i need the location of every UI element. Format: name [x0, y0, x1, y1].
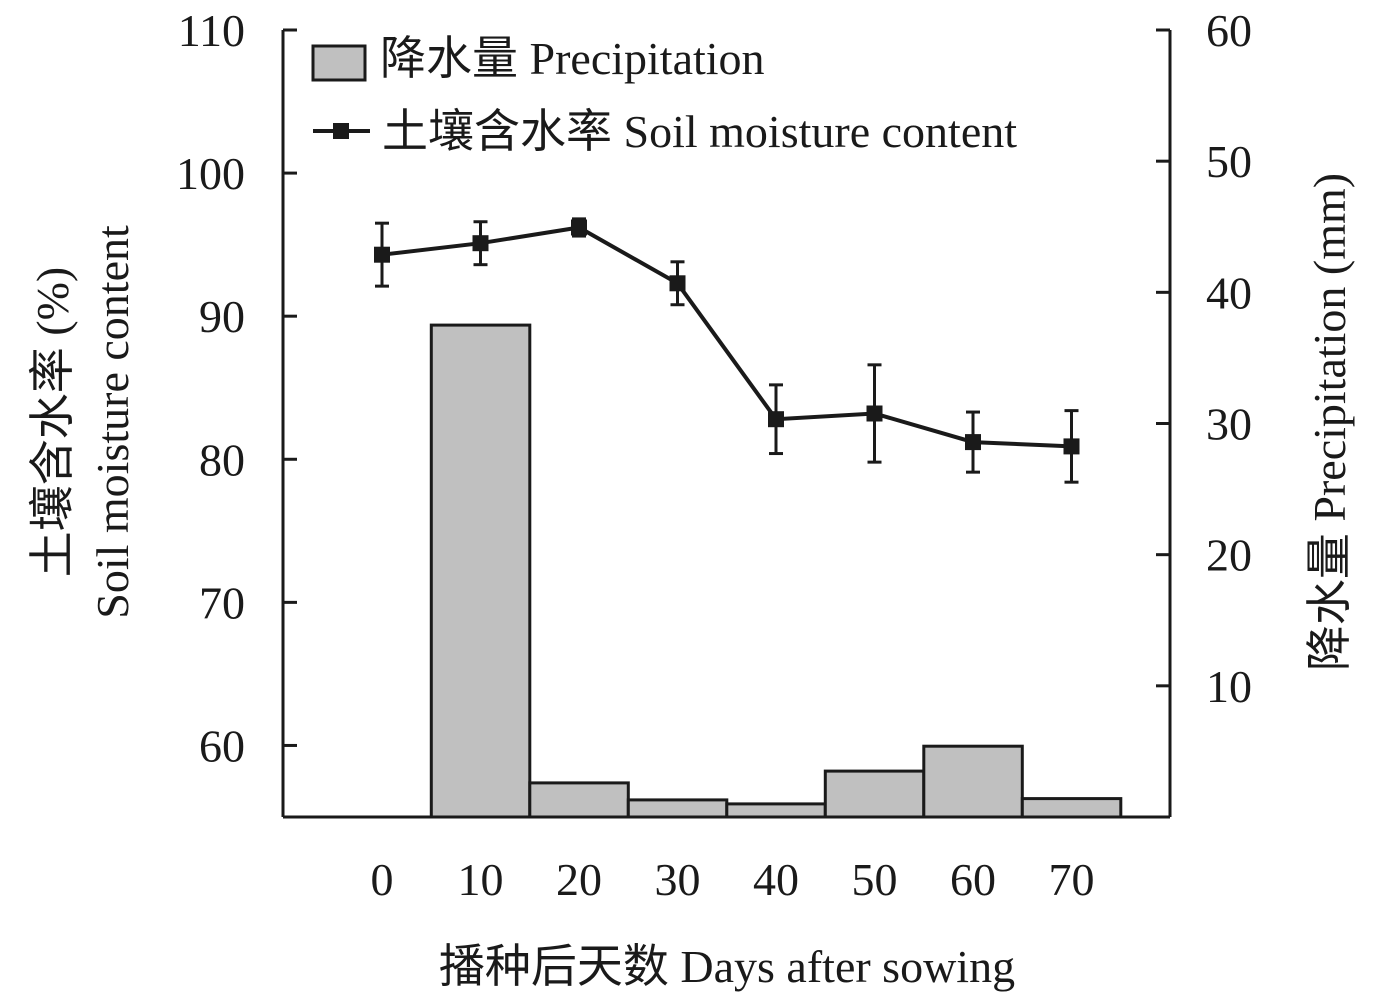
y-left-tick-label-90: 90 [199, 291, 245, 342]
y-right-tick-label-30: 30 [1206, 399, 1252, 450]
y-right-axis-title: 降水量 Precipitation (mm) [1304, 173, 1355, 671]
precipitation-bar-70 [1020, 797, 1123, 819]
x-tick-label-70: 70 [1049, 854, 1095, 905]
moisture-point-60 [965, 434, 981, 451]
moisture-point-70 [1063, 438, 1080, 455]
legend-moisture-marker [333, 123, 349, 139]
y-left-axis-title-en: Soil moisture content [87, 225, 138, 619]
precipitation-bar-20 [528, 781, 630, 819]
ticks: 60 70 80 90 100 110 10 20 30 40 50 60 0 10 20 30 40 50 60 7… [176, 5, 1252, 905]
moisture-point-0 [374, 246, 390, 263]
precipitation-bar-40 [725, 802, 827, 819]
legend: 降水量 Precipitation 土壤含水率 Soil moisture co… [311, 33, 1017, 157]
precipitation-bar-50 [823, 769, 926, 819]
y-right-tick-label-20: 20 [1206, 530, 1252, 581]
legend-precipitation-label: 降水量 Precipitation [380, 33, 765, 84]
moisture-point-30 [669, 275, 686, 292]
moisture-point-20 [571, 219, 587, 236]
y-left-tick-label-60: 60 [199, 720, 245, 771]
y-left-axis-title-cn: 土壤含水率 (%) [27, 267, 78, 577]
y-left-tick-label-70: 70 [199, 577, 245, 628]
y-left-tick-label-100: 100 [176, 148, 245, 199]
x-tick-label-30: 30 [655, 854, 701, 905]
precipitation-bar-30 [626, 798, 729, 819]
y-right-tick-label-60: 60 [1206, 5, 1252, 56]
legend-precipitation-swatch [311, 44, 367, 82]
precipitation-bar-10 [429, 323, 532, 819]
moisture-point-50 [866, 405, 883, 422]
y-right-tick-label-40: 40 [1206, 267, 1252, 318]
x-tick-label-20: 20 [556, 854, 602, 905]
moisture-point-10 [472, 235, 489, 252]
precipitation-bars [429, 323, 1123, 819]
x-tick-label-60: 60 [950, 854, 996, 905]
x-tick-label-40: 40 [753, 854, 799, 905]
y-left-tick-label-80: 80 [199, 434, 245, 485]
soil-moisture-line [381, 225, 1072, 449]
y-right-tick-label-50: 50 [1206, 136, 1252, 187]
x-axis-title: 播种后天数 Days after sowing [439, 941, 1015, 992]
soil-moisture-series [374, 217, 1080, 484]
y-left-tick-label-110: 110 [178, 5, 245, 56]
legend-moisture-label: 土壤含水率 Soil moisture content [382, 106, 1017, 157]
y-right-tick-label-10: 10 [1206, 661, 1252, 712]
x-tick-label-10: 10 [458, 854, 504, 905]
x-tick-label-0: 0 [371, 854, 394, 905]
x-tick-label-50: 50 [852, 854, 898, 905]
moisture-point-40 [768, 411, 784, 428]
precipitation-bar-60 [922, 744, 1024, 819]
